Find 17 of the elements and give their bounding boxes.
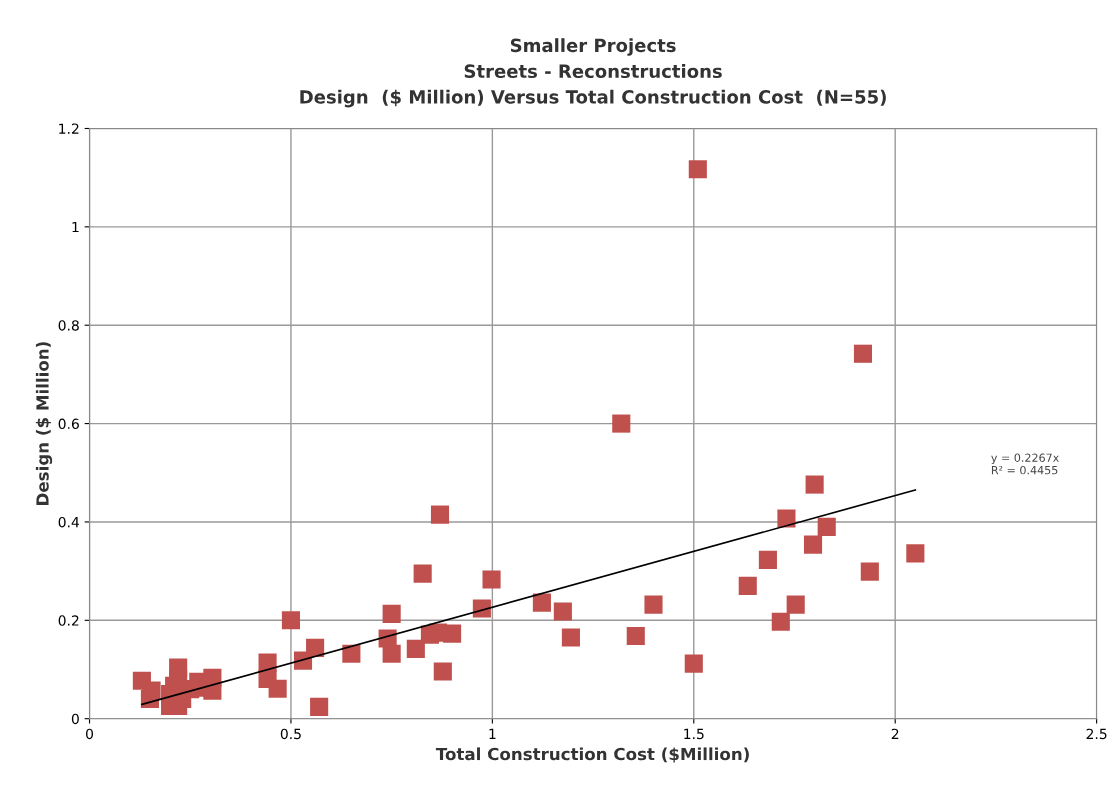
x-tick-label: 0.5 xyxy=(280,728,301,740)
x-tick-label: 0 xyxy=(86,728,94,740)
x-tick-label: 1 xyxy=(489,728,496,739)
y-tick-label: 1 xyxy=(72,222,79,233)
y-tick-label: 1.2 xyxy=(59,123,79,134)
x-tick-label: 1.5 xyxy=(684,728,704,740)
y-tick-label: 0.4 xyxy=(58,516,80,528)
x-axis-title: Total Construction Cost ($Million) xyxy=(435,747,749,763)
y-axis-title: Design ($ Million) xyxy=(35,342,53,505)
y-tick-label: 0.8 xyxy=(58,320,79,331)
x-tick-label: 2 xyxy=(891,728,899,739)
annotation: y = 0.2267x R² = 0.4455 xyxy=(991,453,1059,475)
chart-title: Smaller Projects Streets - Reconstructions Design ($ Million) Versus Total Construction Cost (N=55) xyxy=(300,38,886,108)
y-tick-label: 0.2 xyxy=(58,615,79,626)
y-tick-label: 0.6 xyxy=(58,418,79,430)
x-tick-label: 2.5 xyxy=(1086,728,1107,740)
y-tick-label: 0 xyxy=(71,713,79,725)
